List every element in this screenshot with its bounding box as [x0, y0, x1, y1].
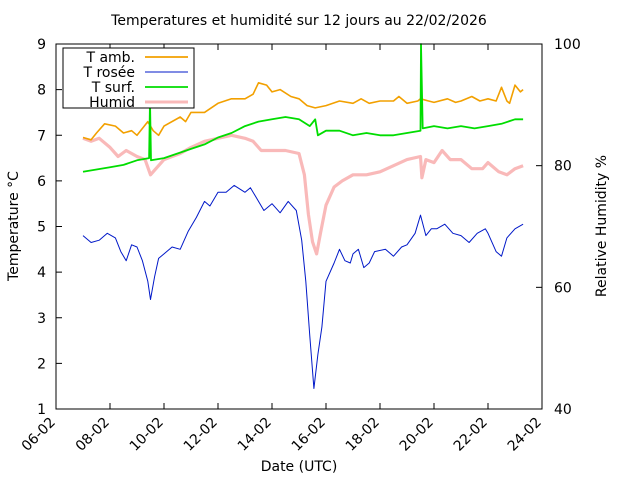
legend-box	[62, 47, 195, 109]
y-tick-label: 6	[37, 174, 46, 190]
y-tick-label: 7	[37, 128, 46, 144]
legend-label: T rosée	[82, 65, 135, 81]
series-line-t-ros-e	[82, 184, 524, 389]
x-tick-label: 22-02	[451, 415, 491, 455]
series-line-t-surf	[82, 43, 524, 173]
x-tick-label: 16-02	[289, 415, 329, 455]
y2-axis-title: Relative Humidity %	[594, 155, 610, 297]
chart-title: Temperatures et humidité sur 12 jours au…	[110, 13, 487, 29]
x-tick-label: 14-02	[235, 415, 275, 455]
legend-label: Humid	[89, 95, 135, 111]
series-line-humid	[82, 133, 524, 256]
x-tick-label: 20-02	[397, 415, 437, 455]
x-tick-label: 18-02	[343, 415, 383, 455]
y-tick-label: 1	[37, 402, 46, 418]
legend-label: T surf.	[91, 80, 135, 96]
series-line-t-amb	[82, 82, 524, 141]
x-tick-label: 08-02	[73, 415, 113, 455]
y2-tick-label: 40	[554, 402, 572, 418]
y-tick-label: 4	[37, 265, 46, 281]
y2-axis-ticks: 40 60 80 100	[536, 37, 581, 418]
x-tick-label: 10-02	[127, 415, 167, 455]
y-tick-label: 9	[37, 37, 46, 53]
y-tick-label: 5	[37, 220, 46, 236]
y-axis-ticks: 1 2 3 4 5 6 7 8 9	[37, 37, 62, 418]
y-tick-label: 3	[37, 311, 46, 327]
y-tick-label: 8	[37, 83, 46, 99]
x-tick-label: 06-02	[19, 415, 59, 455]
y2-tick-label: 100	[554, 37, 581, 53]
series-layer	[82, 43, 524, 389]
y-tick-label: 2	[37, 356, 46, 372]
y2-tick-label: 80	[554, 159, 572, 175]
legend-label: T amb.	[85, 50, 135, 66]
x-axis-title: Date (UTC)	[261, 459, 338, 475]
x-tick-label: 24-02	[505, 415, 545, 455]
x-tick-label: 12-02	[181, 415, 221, 455]
y2-tick-label: 60	[554, 280, 572, 296]
y-axis-title: Temperature °C	[6, 171, 22, 282]
